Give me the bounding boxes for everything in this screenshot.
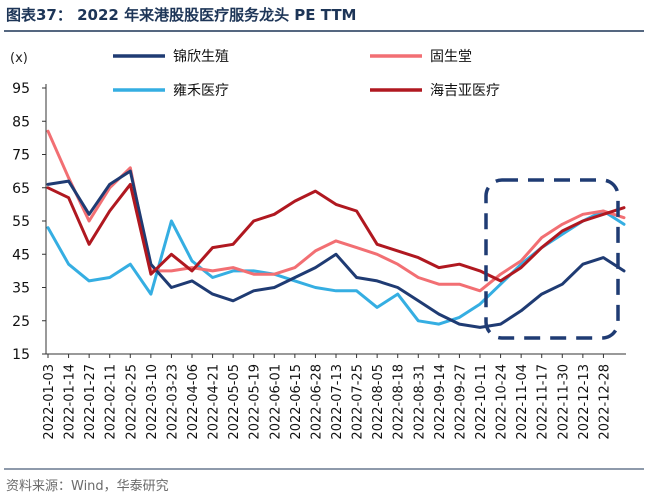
x-tick-label: 2022-06-01	[268, 364, 283, 440]
x-tick-label: 2022-09-27	[453, 364, 468, 440]
x-tick-label: 2022-08-31	[412, 364, 427, 440]
y-tick-label: 75	[12, 148, 30, 164]
x-tick-label: 2022-05-19	[248, 364, 263, 440]
series-line-1	[46, 129, 626, 293]
x-tick-label: 2022-10-11	[474, 364, 489, 440]
source-note: 资料来源：Wind，华泰研究	[6, 479, 169, 494]
y-tick-label: 25	[12, 314, 30, 330]
x-tick-label: 2022-03-10	[145, 364, 160, 440]
x-tick-label: 2022-07-25	[351, 364, 366, 440]
x-tick-label: 2022-06-15	[289, 364, 304, 440]
y-tick-label: 85	[12, 114, 30, 130]
y-tick-label: 65	[12, 181, 30, 197]
x-tick-label: 2022-09-14	[433, 364, 448, 440]
x-tick-label: 2022-03-23	[165, 364, 180, 440]
x-tick-label: 2022-04-06	[186, 364, 201, 440]
x-tick-label: 2022-10-24	[495, 364, 510, 440]
x-tick-label: 2022-11-17	[536, 364, 551, 440]
y-tick-label: 45	[12, 247, 30, 263]
series-line-3	[46, 182, 626, 283]
x-tick-label: 2022-11-04	[515, 364, 530, 440]
x-tick-label: 2022-08-05	[371, 364, 386, 440]
x-tick-label: 2022-01-27	[83, 364, 98, 440]
x-tick-label: 2022-04-21	[207, 364, 222, 440]
x-tick-label: 2022-05-05	[227, 364, 242, 440]
x-tick-label: 2022-12-28	[597, 364, 612, 440]
x-tick-label: 2022-08-18	[392, 364, 407, 440]
x-tick-label: 2022-07-13	[330, 364, 345, 440]
x-tick-label: 2022-12-13	[577, 364, 592, 440]
x-tick-label: 2022-02-11	[104, 364, 119, 440]
y-tick-label: 95	[12, 81, 30, 97]
highlight-box	[484, 178, 620, 340]
x-tick-label: 2022-01-03	[42, 364, 57, 440]
x-tick-label: 2022-02-25	[124, 364, 139, 440]
x-tick-label: 2022-06-28	[309, 364, 324, 440]
y-axis-label: (x)	[10, 51, 28, 66]
series-line-2	[46, 209, 626, 326]
y-tick-label: 55	[12, 214, 30, 230]
legend-label: 锦欣生殖	[173, 48, 229, 65]
x-tick-label: 2022-11-30	[556, 364, 571, 440]
legend-label: 雍禾医疗	[173, 83, 229, 99]
page-title: 图表37： 2022 年来港股股医疗服务龙头 PE TTM	[6, 6, 357, 24]
y-tick-label: 35	[12, 281, 30, 297]
series-line-0	[46, 169, 626, 329]
x-tick-label: 2022-01-14	[63, 364, 78, 440]
legend-label: 海吉亚医疗	[430, 83, 500, 99]
y-tick-label: 15	[12, 347, 30, 363]
legend-label: 固生堂	[430, 49, 472, 65]
